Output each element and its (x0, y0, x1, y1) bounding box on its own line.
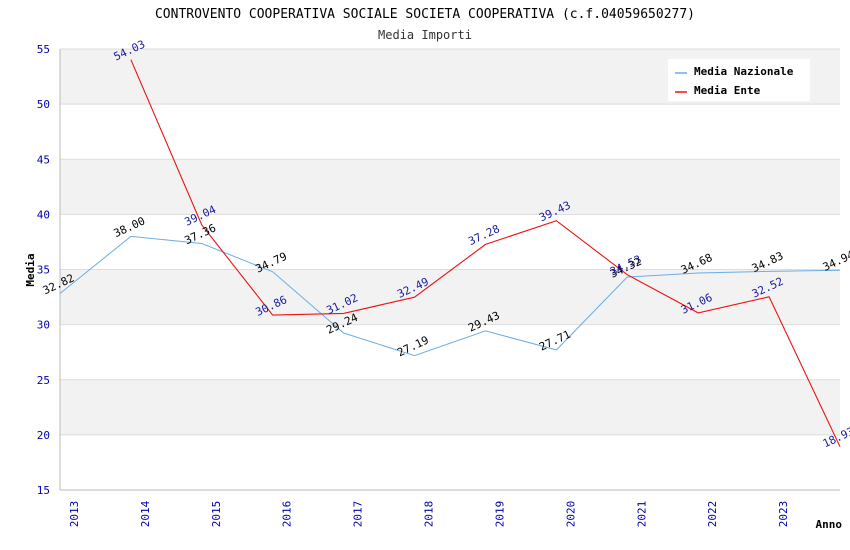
x-tick-2013: 2013 (68, 501, 81, 528)
x-tick-2024: 2024 (848, 500, 850, 527)
y-tick-25: 25 (37, 374, 50, 387)
x-axis-label: Anno (816, 518, 843, 531)
band-35-40 (60, 214, 840, 270)
x-tick-2018: 2018 (423, 501, 436, 528)
y-tick-30: 30 (37, 319, 50, 332)
legend-box (668, 59, 810, 101)
y-tick-55: 55 (37, 43, 50, 56)
series-line-ente (130, 59, 841, 447)
y-tick-15: 15 (37, 484, 50, 497)
x-tick-labels: 2013 2014 2015 2016 2017 2018 2019 2020 2021 2022… (68, 500, 850, 527)
y-axis-label: Media (24, 253, 37, 286)
x-tick-2014: 2014 (139, 500, 152, 527)
band-45-50 (60, 104, 840, 160)
x-tick-2015: 2015 (210, 501, 223, 528)
legend: Media Nazionale Media Ente (668, 59, 810, 101)
series-lines (59, 59, 841, 447)
y-tick-35: 35 (37, 264, 50, 277)
x-tick-2016: 2016 (281, 501, 294, 528)
x-tick-2021: 2021 (635, 501, 648, 528)
x-tick-2019: 2019 (493, 501, 506, 527)
x-tick-2017: 2017 (352, 501, 365, 528)
band-15-20 (60, 434, 840, 490)
y-tick-labels: 15 20 25 30 35 40 45 50 55 (37, 43, 50, 497)
band-30-35 (60, 269, 840, 325)
series-line-nazionale (59, 235, 841, 357)
band-20-25 (60, 379, 840, 435)
y-tick-20: 20 (37, 429, 50, 442)
y-tick-40: 40 (37, 208, 50, 221)
x-tick-2022: 2022 (706, 501, 719, 528)
y-tick-50: 50 (37, 98, 50, 111)
axes (59, 49, 840, 491)
legend-label-nazionale: Media Nazionale (694, 65, 794, 78)
chart-subtitle: Media Importi (378, 28, 472, 42)
band-25-30 (60, 324, 840, 380)
y-tick-45: 45 (37, 153, 50, 166)
x-tick-2023: 2023 (777, 501, 790, 528)
band-40-45 (60, 159, 840, 215)
x-tick-2020: 2020 (564, 501, 577, 528)
legend-label-ente: Media Ente (694, 84, 761, 97)
chart-title: CONTROVENTO COOPERATIVA SOCIALE SOCIETA … (155, 7, 695, 22)
